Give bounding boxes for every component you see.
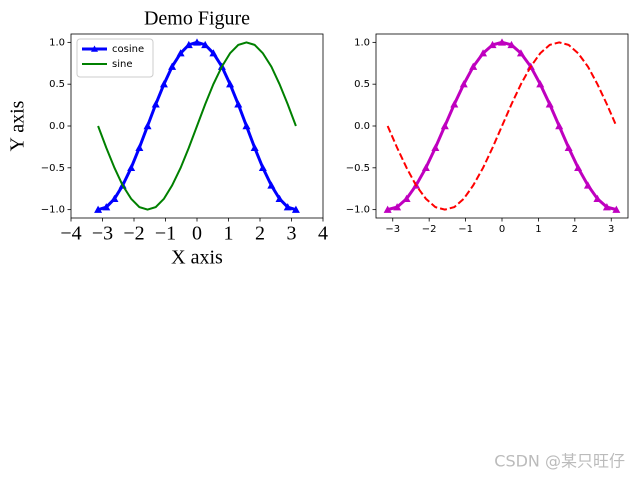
marker xyxy=(102,203,111,211)
marker xyxy=(159,80,168,88)
x-tick-label: −1 xyxy=(458,224,473,235)
legend-label: sine xyxy=(112,59,132,70)
series-line xyxy=(387,40,617,212)
x-tick-label: −2 xyxy=(123,223,144,245)
marker xyxy=(151,100,160,108)
marker xyxy=(459,80,468,88)
marker xyxy=(555,122,564,130)
marker xyxy=(226,80,235,88)
legend-label: cosine xyxy=(112,44,144,55)
marker xyxy=(168,62,177,70)
y-tick-label: 0.0 xyxy=(354,121,370,132)
y-tick-label: −1.0 xyxy=(41,205,65,216)
marker xyxy=(450,100,459,108)
marker xyxy=(593,194,602,202)
marker xyxy=(440,122,449,130)
marker xyxy=(110,194,119,202)
x-tick-label: −4 xyxy=(60,223,81,245)
x-tick-label: 0 xyxy=(192,223,202,245)
marker xyxy=(469,62,478,70)
marker xyxy=(612,205,621,213)
chart-title: Demo Figure xyxy=(144,8,250,30)
marker xyxy=(135,143,144,151)
marker xyxy=(507,40,516,49)
x-axis-label: X axis xyxy=(171,247,223,269)
marker xyxy=(127,163,136,172)
marker xyxy=(393,203,402,211)
marker xyxy=(564,143,573,151)
marker xyxy=(234,100,243,108)
marker xyxy=(184,40,193,49)
marker xyxy=(516,49,525,57)
marker xyxy=(283,203,292,211)
x-tick-label: −3 xyxy=(385,224,400,235)
marker xyxy=(498,38,506,46)
marker xyxy=(275,194,284,202)
marker xyxy=(94,205,103,213)
x-tick-label: 3 xyxy=(608,224,614,235)
series-line xyxy=(386,41,618,211)
marker xyxy=(602,203,611,211)
x-tick-label: 1 xyxy=(224,223,234,245)
legend-marker xyxy=(91,45,98,52)
y-axis-label: Y axis xyxy=(7,100,29,151)
marker xyxy=(479,49,488,57)
y-tick-label: 1.0 xyxy=(49,37,65,48)
series-line xyxy=(97,41,297,211)
marker xyxy=(488,40,497,49)
marker xyxy=(545,100,554,108)
y-tick-label: 1.0 xyxy=(354,37,370,48)
y-tick-label: −0.5 xyxy=(346,163,370,174)
marker xyxy=(258,163,267,172)
marker xyxy=(421,163,430,172)
marker xyxy=(383,205,392,213)
marker xyxy=(291,205,300,213)
x-tick-label: 4 xyxy=(318,223,328,245)
marker xyxy=(193,38,201,46)
x-tick-label: 2 xyxy=(255,223,265,245)
x-tick-label: 2 xyxy=(572,224,578,235)
y-tick-label: 0.5 xyxy=(354,79,370,90)
y-tick-label: −1.0 xyxy=(346,205,370,216)
y-tick-label: 0.0 xyxy=(49,121,65,132)
x-tick-label: 1 xyxy=(535,224,541,235)
marker xyxy=(143,122,152,130)
x-tick-label: 3 xyxy=(287,223,297,245)
x-tick-label: −3 xyxy=(92,223,113,245)
x-tick-label: −1 xyxy=(155,223,176,245)
marker xyxy=(431,143,440,151)
watermark: CSDN @某只旺仔 xyxy=(494,452,625,471)
marker xyxy=(536,80,545,88)
marker xyxy=(242,122,251,130)
marker xyxy=(267,181,276,189)
marker xyxy=(201,40,210,49)
marker xyxy=(583,181,592,189)
y-tick-label: −0.5 xyxy=(41,163,65,174)
marker xyxy=(250,143,259,151)
x-tick-label: −2 xyxy=(422,224,437,235)
marker xyxy=(209,49,218,57)
marker xyxy=(574,163,583,172)
x-tick-label: 0 xyxy=(499,224,505,235)
marker xyxy=(402,194,411,202)
y-tick-label: 0.5 xyxy=(49,79,65,90)
marker xyxy=(176,49,185,57)
